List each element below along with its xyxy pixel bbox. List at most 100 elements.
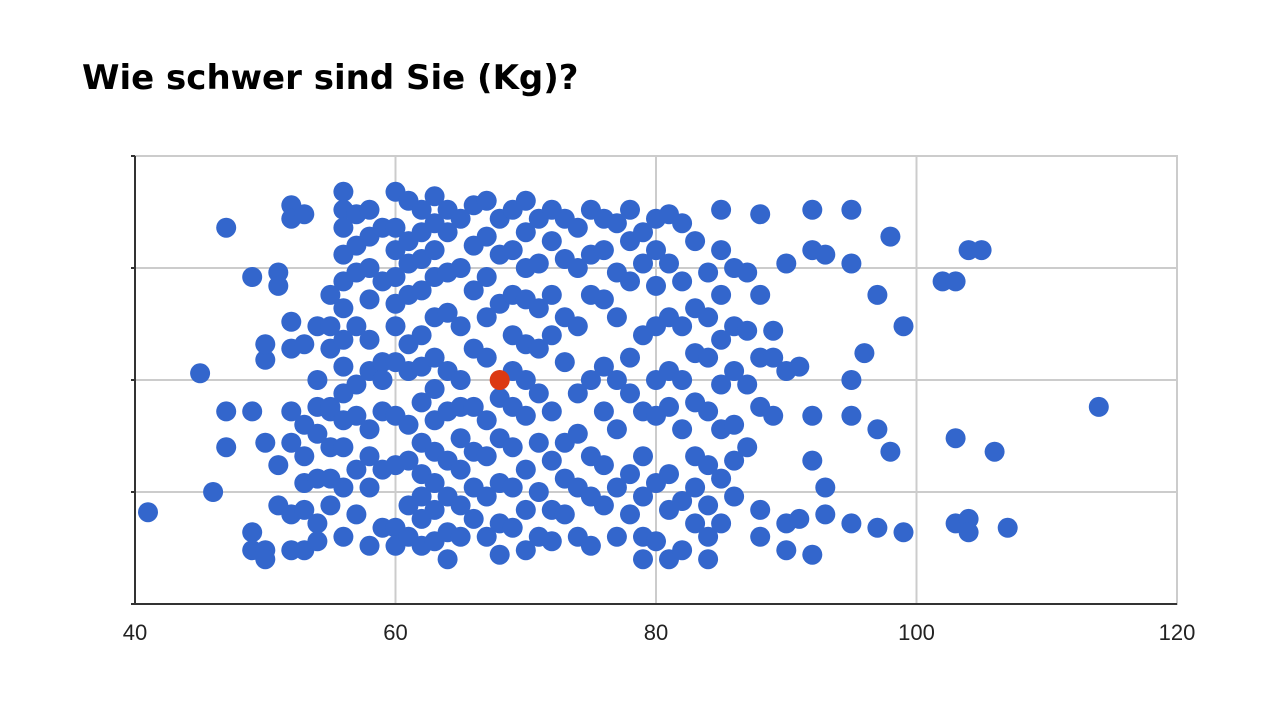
data-point	[359, 258, 380, 278]
data-point	[450, 316, 471, 337]
data-point	[333, 437, 354, 458]
data-point	[359, 289, 380, 310]
data-point	[606, 419, 627, 440]
data-point	[333, 181, 354, 202]
data-point	[593, 401, 614, 422]
data-point	[789, 356, 810, 377]
data-point	[945, 428, 966, 449]
data-point	[867, 419, 888, 440]
data-point	[281, 401, 302, 422]
data-point	[463, 396, 484, 417]
data-point	[385, 217, 406, 238]
data-point	[750, 526, 771, 547]
data-point	[476, 190, 497, 211]
data-point	[489, 544, 510, 565]
data-point	[672, 419, 693, 440]
data-point	[841, 405, 862, 426]
data-point	[515, 540, 536, 561]
data-point	[242, 522, 263, 543]
data-point	[724, 414, 745, 435]
data-point	[424, 347, 445, 368]
data-point	[268, 455, 289, 476]
data-point	[333, 298, 354, 319]
data-point	[763, 320, 784, 341]
data-point	[711, 468, 732, 489]
data-point	[411, 392, 432, 413]
data-point	[567, 423, 588, 444]
data-point	[580, 535, 601, 556]
data-point	[359, 477, 380, 498]
data-point	[333, 526, 354, 547]
data-point	[593, 240, 614, 261]
data-point	[255, 349, 276, 370]
data-point	[294, 499, 315, 520]
data-point	[450, 526, 471, 547]
data-point	[528, 383, 549, 404]
data-point	[737, 320, 758, 341]
data-point	[385, 267, 406, 287]
data-point	[476, 226, 497, 247]
data-point	[515, 405, 536, 426]
data-point	[242, 401, 263, 422]
data-point	[541, 284, 562, 305]
data-point	[776, 540, 797, 561]
data-point	[802, 544, 823, 565]
data-point	[685, 231, 706, 252]
data-point	[411, 486, 432, 507]
data-point	[437, 549, 458, 570]
data-point	[216, 217, 237, 238]
data-point	[776, 253, 797, 274]
data-point	[398, 450, 419, 471]
data-point	[698, 401, 719, 422]
data-point	[476, 486, 497, 507]
x-tick-labels: 40 60 80 100 120	[123, 620, 1196, 645]
data-point	[320, 316, 341, 337]
x-tick-label: 120	[1159, 620, 1196, 645]
data-point	[698, 549, 719, 570]
data-point	[450, 208, 471, 229]
data-point	[476, 307, 497, 328]
data-point	[711, 329, 732, 350]
data-point	[203, 482, 224, 502]
data-point	[255, 334, 276, 355]
data-point	[646, 275, 666, 296]
data-point	[346, 374, 367, 395]
data-point	[698, 262, 719, 283]
data-point	[633, 486, 653, 507]
data-point	[841, 253, 862, 274]
data-point	[450, 428, 471, 449]
data-point	[307, 513, 328, 534]
data-point	[763, 405, 784, 426]
data-point	[672, 491, 693, 511]
data-point	[307, 423, 328, 444]
data-point	[854, 343, 875, 364]
data-point	[424, 473, 445, 493]
data-point	[633, 222, 653, 243]
data-point	[567, 316, 588, 337]
data-point	[476, 267, 497, 287]
highlighted-point	[489, 370, 510, 390]
data-point	[320, 284, 341, 305]
data-point	[138, 502, 158, 523]
data-point	[711, 513, 732, 534]
data-point	[294, 204, 315, 225]
data-point	[606, 477, 627, 498]
page-title: Wie schwer sind Sie (Kg)?	[82, 58, 579, 98]
data-point	[255, 549, 276, 570]
data-point	[541, 401, 562, 422]
data-point	[659, 253, 679, 274]
data-point	[567, 383, 588, 404]
data-point	[893, 316, 914, 337]
data-point	[880, 226, 901, 247]
data-point	[450, 370, 471, 390]
data-point	[867, 284, 888, 305]
data-point	[672, 213, 693, 234]
data-point	[463, 280, 484, 301]
data-point	[216, 437, 237, 458]
data-point	[593, 289, 614, 310]
data-point	[294, 334, 315, 355]
data-point	[750, 284, 771, 305]
data-point	[346, 405, 367, 426]
data-point	[672, 540, 693, 561]
